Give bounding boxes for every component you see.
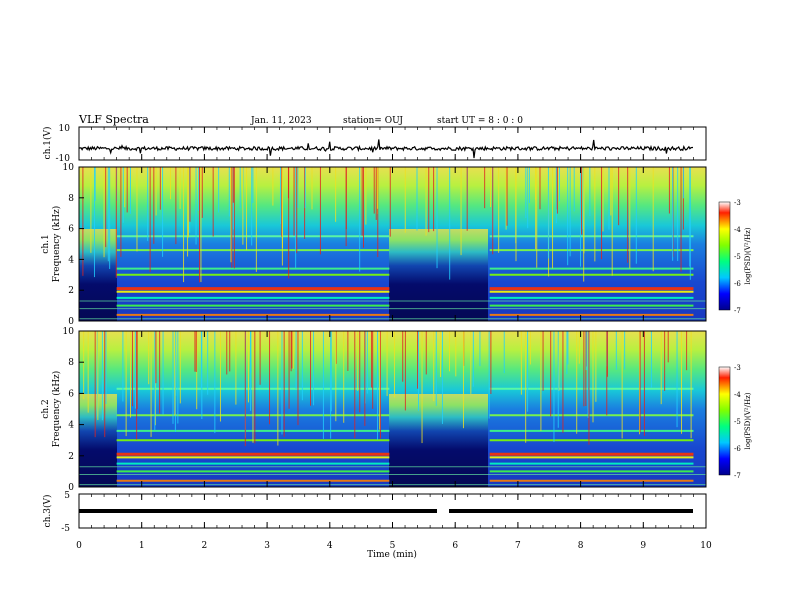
colorbar-tick-label: -6 (734, 445, 741, 453)
ch3-ytick-top: 5 (64, 491, 70, 501)
freq-tick-label: 4 (68, 255, 74, 265)
time-tick-label: 2 (202, 541, 208, 551)
date-label: Jan. 11, 2023 (250, 116, 312, 126)
ch1-colorbar (718, 201, 731, 311)
time-tick-label: 9 (640, 541, 646, 551)
ch2-colorbar-ticks: -3 -4 -5 -6 -7 (734, 364, 741, 480)
ch1-ylabel: ch.1(V) (42, 127, 53, 160)
figure-title: VLF Spectra (78, 113, 149, 126)
ch2-freq-ticks: 0 2 4 6 8 10 (63, 327, 84, 493)
freq-tick-label: 4 (68, 421, 74, 431)
ch1-quiet-interval-1 (79, 229, 117, 321)
ch3-ylabel: ch.3(V) (42, 495, 53, 528)
time-tick-label: 5 (390, 541, 396, 551)
station-label: station= OUJ (343, 116, 403, 126)
freq-tick-label: 2 (68, 286, 74, 296)
ch1-spec-ylabel-freq: Frequency (kHz) (51, 206, 62, 283)
time-tick-label: 3 (264, 541, 270, 551)
freq-tick-label: 6 (68, 389, 74, 399)
colorbar-tick-label: -7 (734, 472, 741, 480)
colorbar-tick-label: -5 (734, 253, 741, 261)
freq-tick-label: 0 (68, 317, 74, 327)
ch2-colorbar-label: log(PSD)(V²/Hz) (744, 392, 752, 449)
ch1-ytick-bottom: -10 (56, 154, 71, 164)
ch2-colorbar (718, 366, 731, 476)
ch1-quiet-interval-2 (389, 229, 488, 321)
colorbar-tick-label: -3 (734, 199, 741, 207)
freq-tick-label: 8 (68, 194, 74, 204)
colorbar-tick-label: -5 (734, 418, 741, 426)
time-tick-label: 6 (452, 541, 458, 551)
ch1-spec-ylabel-ch: ch.1 (41, 234, 51, 253)
freq-tick-label: 6 (68, 225, 74, 235)
ch2-impulsive-spikes (83, 331, 692, 447)
freq-tick-label: 2 (68, 452, 74, 462)
ch2-spec-ylabel-freq: Frequency (kHz) (51, 371, 62, 448)
ch1-impulsive-spikes (82, 167, 691, 283)
time-tick-label: 0 (76, 541, 82, 551)
time-axis-minor-ticks (78, 127, 707, 528)
ch2-spec-ylabel-ch: ch.2 (41, 399, 51, 418)
time-tick-label: 8 (578, 541, 584, 551)
time-tick-label: 1 (139, 541, 145, 551)
colorbar-tick-label: -4 (734, 226, 741, 234)
ch3-ytick-bottom: -5 (61, 524, 70, 534)
colorbar-tick-label: -7 (734, 307, 741, 315)
freq-tick-label: 8 (68, 358, 74, 368)
ch1-waveform-trace (78, 139, 693, 159)
time-axis-label: Time (min) (367, 549, 417, 560)
ch2-quiet-interval-2 (389, 394, 488, 487)
colorbar-tick-label: -3 (734, 364, 741, 372)
ch1-spectral-bands (79, 235, 706, 320)
freq-tick-label: 10 (63, 327, 75, 337)
ch1-colorbar-ticks: -3 -4 -5 -6 -7 (734, 199, 741, 315)
time-tick-label: 4 (327, 541, 333, 551)
colorbar-tick-label: -4 (734, 391, 741, 399)
time-tick-label: 10 (700, 541, 712, 551)
ch1-ytick-top: 10 (59, 124, 71, 134)
freq-tick-label: 10 (63, 163, 75, 173)
ch1-freq-ticks: 0 2 4 6 8 10 (63, 163, 84, 327)
freq-tick-label: 0 (68, 483, 74, 493)
ch2-spectral-bands (79, 387, 706, 486)
ch1-colorbar-label: log(PSD)(V²/Hz) (744, 227, 752, 284)
time-tick-label: 7 (515, 541, 521, 551)
start-time-label: start UT = 8 : 0 : 0 (437, 116, 523, 126)
colorbar-tick-label: -6 (734, 280, 741, 288)
